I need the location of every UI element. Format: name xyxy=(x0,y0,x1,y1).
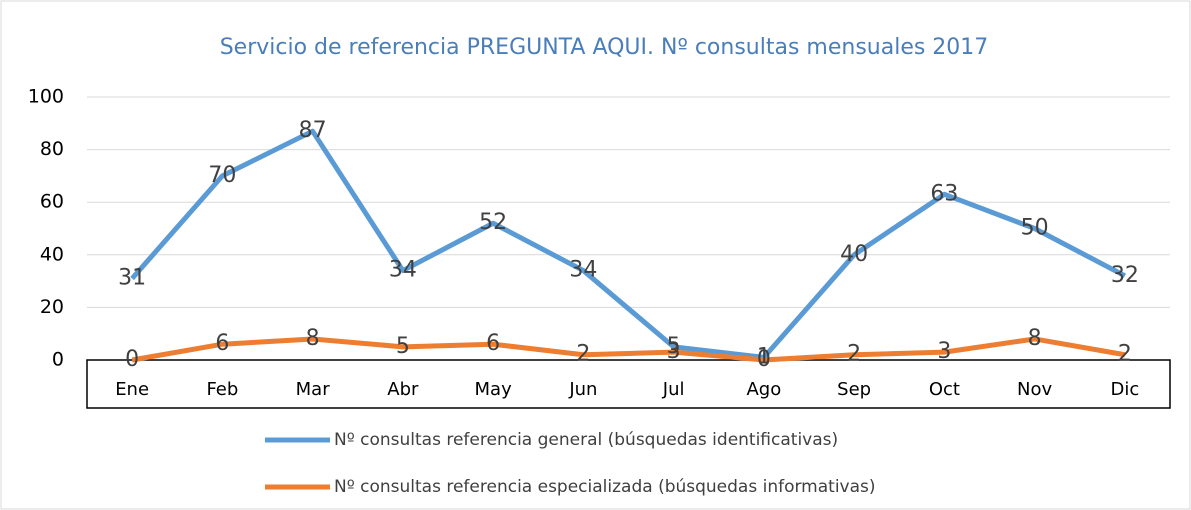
data-label: 63 xyxy=(930,181,958,206)
data-label: 3 xyxy=(667,339,681,364)
data-label: 52 xyxy=(479,210,507,235)
series-line xyxy=(131,336,1126,363)
x-tick-label: May xyxy=(475,379,513,400)
x-tick-label: Nov xyxy=(1017,379,1052,400)
legend-label: Nº consultas referencia general (búsqued… xyxy=(334,430,838,450)
data-label: 32 xyxy=(1111,263,1139,288)
data-label: 70 xyxy=(208,163,236,188)
chart-title: Servicio de referencia PREGUNTA AQUI. Nº… xyxy=(220,35,989,60)
x-tick-label: Feb xyxy=(206,379,238,400)
data-label: 5 xyxy=(396,334,410,359)
data-label: 5 xyxy=(667,334,681,359)
data-label: 0 xyxy=(125,347,139,372)
y-tick-label: 100 xyxy=(28,86,64,108)
data-label: 8 xyxy=(1028,326,1042,351)
y-tick-label: 0 xyxy=(52,349,64,371)
data-label: 50 xyxy=(1021,216,1049,241)
data-label: 0 xyxy=(757,347,771,372)
data-label: 34 xyxy=(389,258,417,283)
y-tick-label: 80 xyxy=(40,138,64,160)
data-label: 1 xyxy=(757,344,771,369)
data-label: 2 xyxy=(1118,342,1132,367)
data-label: 40 xyxy=(840,242,868,267)
x-tick-label: Ago xyxy=(746,379,781,400)
y-tick-label: 60 xyxy=(40,191,64,213)
y-tick-label: 20 xyxy=(40,296,64,318)
x-tick-label: Sep xyxy=(837,379,871,400)
x-tick-label: Jun xyxy=(568,379,597,400)
x-tick-label: Oct xyxy=(929,379,960,400)
data-label: 2 xyxy=(847,342,861,367)
series-line xyxy=(130,128,1127,360)
data-label: 3 xyxy=(937,339,951,364)
x-tick-label: Abr xyxy=(387,379,419,400)
data-label: 34 xyxy=(569,258,597,283)
x-tick-label: Jul xyxy=(662,379,685,400)
legend-label: Nº consultas referencia especializada (b… xyxy=(334,477,876,497)
data-label: 6 xyxy=(215,331,229,356)
data-label: 2 xyxy=(576,342,590,367)
data-label: 87 xyxy=(299,118,327,143)
x-tick-label: Dic xyxy=(1110,379,1139,400)
data-label: 6 xyxy=(486,331,500,356)
category-axis-box xyxy=(86,359,1171,409)
data-label: 31 xyxy=(118,265,146,290)
x-tick-label: Mar xyxy=(296,379,331,400)
data-label: 8 xyxy=(306,326,320,351)
x-tick-label: Ene xyxy=(115,379,149,400)
y-tick-label: 40 xyxy=(40,243,64,265)
